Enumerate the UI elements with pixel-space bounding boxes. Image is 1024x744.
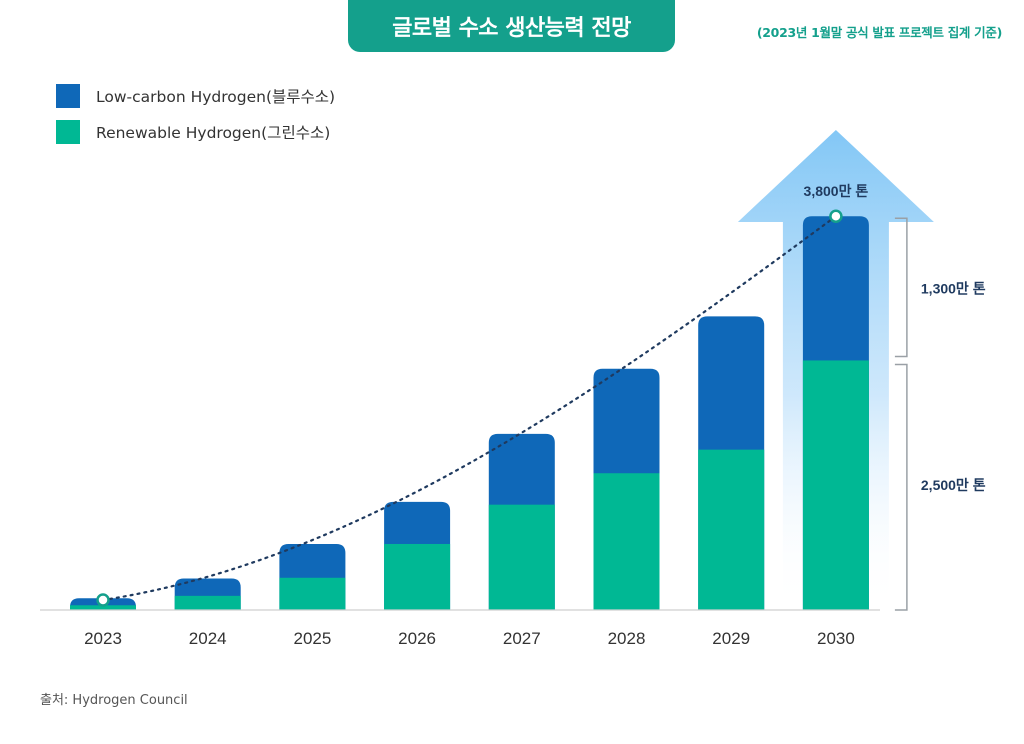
bracket-blue <box>894 217 908 358</box>
chart-title: 글로벌 수소 생산능력 전망 <box>392 16 631 41</box>
trend-line <box>101 215 837 602</box>
x-tick-label: 2026 <box>398 629 436 648</box>
x-tick-label: 2025 <box>293 629 331 648</box>
total-label: 3,800만 톤 <box>804 183 869 199</box>
chart-subtitle: (2023년 1월말 공식 발표 프로젝트 집계 기준) <box>756 25 1002 40</box>
legend-label-blue: Low-carbon Hydrogen(블루수소) <box>96 88 336 106</box>
bar-green-2025 <box>279 577 346 610</box>
bar-green-2027 <box>488 504 555 610</box>
legend-label-green: Renewable Hydrogen(그린수소) <box>96 124 331 142</box>
blue-portion-label: 1,300만 톤 <box>921 280 986 296</box>
source-note: 출처: Hydrogen Council <box>40 693 188 708</box>
x-tick-label: 2023 <box>84 629 122 648</box>
trend-start-marker <box>96 593 110 607</box>
bar-green-2023 <box>70 605 136 610</box>
bar-green-2026 <box>384 543 451 610</box>
x-tick-label: 2028 <box>608 629 646 648</box>
legend-swatch-green <box>56 120 80 144</box>
x-tick-label: 2024 <box>189 629 227 648</box>
x-tick-label: 2030 <box>817 629 855 648</box>
chart-title-badge: 글로벌 수소 생산능력 전망 <box>348 0 675 52</box>
trend-end-marker <box>829 209 843 223</box>
green-portion-label: 2,500만 톤 <box>921 477 986 493</box>
bracket-green <box>894 363 908 611</box>
bar-green-2029 <box>698 449 765 610</box>
legend: Low-carbon Hydrogen(블루수소) Renewable Hydr… <box>56 84 335 156</box>
x-tick-label: 2029 <box>712 629 750 648</box>
x-tick-label: 2027 <box>503 629 541 648</box>
bar-green-2030 <box>802 360 869 610</box>
legend-item-green: Renewable Hydrogen(그린수소) <box>56 120 335 144</box>
bar-green-2028 <box>593 473 660 610</box>
bar-green-2024 <box>174 595 241 610</box>
legend-swatch-blue <box>56 84 80 108</box>
legend-item-blue: Low-carbon Hydrogen(블루수소) <box>56 84 335 108</box>
